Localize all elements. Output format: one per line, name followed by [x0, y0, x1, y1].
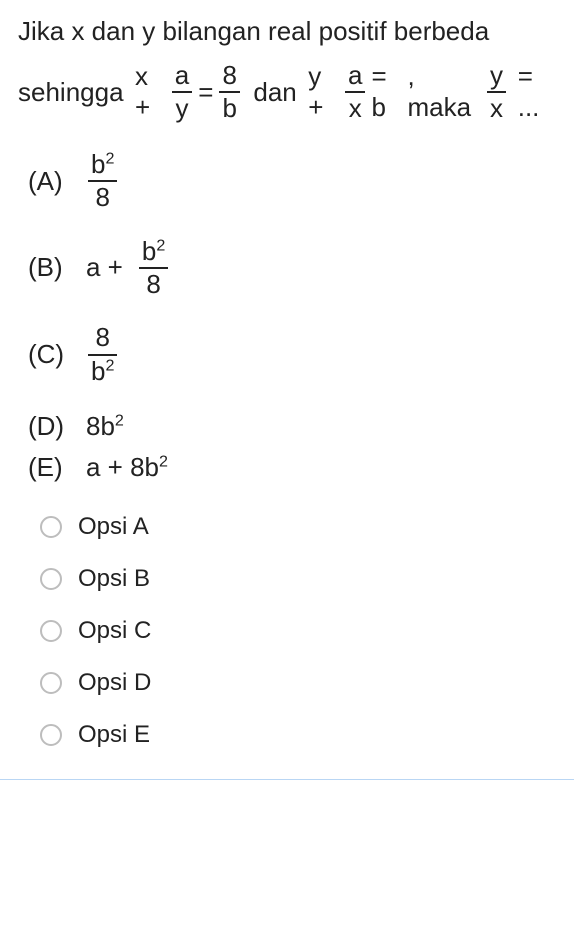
frac-y-over-x: y x	[487, 62, 506, 123]
option-d[interactable]: Opsi D	[40, 669, 556, 697]
expr-y-plus: y +	[308, 61, 339, 123]
answer-a: (A) b2 8	[28, 151, 556, 212]
answer-b: (B) a + b2 8	[28, 238, 556, 299]
option-b-label: Opsi B	[78, 565, 150, 593]
frac3-num: a	[345, 62, 365, 89]
frac2-den: b	[219, 95, 239, 122]
radio-options: Opsi A Opsi B Opsi C Opsi D Opsi E	[18, 513, 556, 749]
answer-a-label: (A)	[28, 166, 72, 197]
answer-c: (C) 8 b2	[28, 324, 556, 385]
frac3-den: x	[346, 95, 365, 122]
frac-a-over-x: a x	[345, 62, 365, 123]
equals-b: = b	[371, 61, 403, 123]
radio-icon[interactable]	[40, 620, 62, 642]
option-b[interactable]: Opsi B	[40, 565, 556, 593]
answer-b-label: (B)	[28, 252, 72, 283]
answer-b-frac: b2 8	[139, 238, 168, 299]
answer-e: (E) a + 8b2	[28, 452, 556, 483]
answer-a-num: b2	[88, 151, 117, 178]
frac-8-over-b: 8 b	[219, 62, 239, 123]
option-a[interactable]: Opsi A	[40, 513, 556, 541]
frac1-num: a	[172, 62, 192, 89]
expr-x-plus: x +	[135, 61, 166, 123]
frac4-num: y	[487, 62, 506, 89]
answer-c-frac: 8 b2	[88, 324, 117, 385]
comma-maka: , maka	[407, 61, 475, 123]
answer-c-den: b2	[88, 358, 117, 385]
frac4-den: x	[487, 95, 506, 122]
answer-a-frac: b2 8	[88, 151, 117, 212]
answer-d-text: 8b2	[86, 411, 124, 442]
option-c[interactable]: Opsi C	[40, 617, 556, 645]
answer-b-prefix: a +	[86, 252, 123, 283]
bottom-divider	[0, 779, 574, 780]
answer-d-label: (D)	[28, 411, 72, 442]
answer-a-den: 8	[92, 184, 112, 211]
frac2-num: 8	[219, 62, 239, 89]
answer-e-label: (E)	[28, 452, 72, 483]
answer-d: (D) 8b2	[28, 411, 556, 442]
answer-e-text: a + 8b2	[86, 452, 168, 483]
answer-c-label: (C)	[28, 339, 72, 370]
option-a-label: Opsi A	[78, 513, 149, 541]
option-d-label: Opsi D	[78, 669, 151, 697]
answer-c-num: 8	[92, 324, 112, 351]
radio-icon[interactable]	[40, 516, 62, 538]
radio-icon[interactable]	[40, 672, 62, 694]
question-intro: Jika x dan y bilangan real positif berbe…	[18, 14, 556, 49]
word-sehingga: sehingga	[18, 77, 124, 108]
answer-b-num: b2	[139, 238, 168, 265]
frac-a-over-y: a y	[172, 62, 192, 123]
equals-1: =	[198, 77, 213, 108]
radio-icon[interactable]	[40, 568, 62, 590]
radio-icon[interactable]	[40, 724, 62, 746]
option-c-label: Opsi C	[78, 617, 151, 645]
question-math-line: sehingga x + a y = 8 b dan y + a x = b ,…	[18, 61, 556, 123]
option-e-label: Opsi E	[78, 721, 150, 749]
tail-equals-dots: = ...	[518, 61, 556, 123]
frac1-den: y	[173, 95, 192, 122]
answer-list: (A) b2 8 (B) a + b2 8 (C) 8 b2	[18, 151, 556, 483]
option-e[interactable]: Opsi E	[40, 721, 556, 749]
word-dan: dan	[253, 77, 296, 108]
answer-b-den: 8	[143, 271, 163, 298]
